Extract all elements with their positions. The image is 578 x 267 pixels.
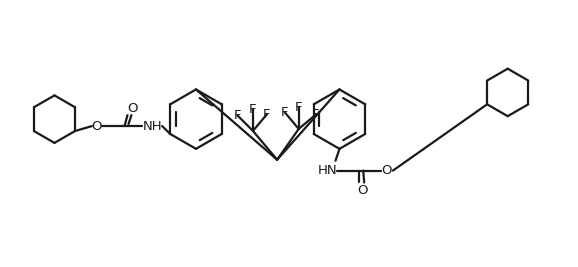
Text: NH: NH (142, 120, 162, 133)
Text: O: O (357, 184, 368, 197)
Text: F: F (281, 106, 288, 119)
Text: F: F (249, 103, 257, 116)
Text: HN: HN (318, 164, 338, 177)
Text: F: F (234, 109, 241, 122)
Text: F: F (312, 108, 319, 121)
Text: O: O (127, 102, 138, 115)
Text: F: F (263, 108, 271, 121)
Text: O: O (91, 120, 102, 133)
Text: F: F (295, 101, 302, 114)
Text: O: O (381, 164, 392, 177)
